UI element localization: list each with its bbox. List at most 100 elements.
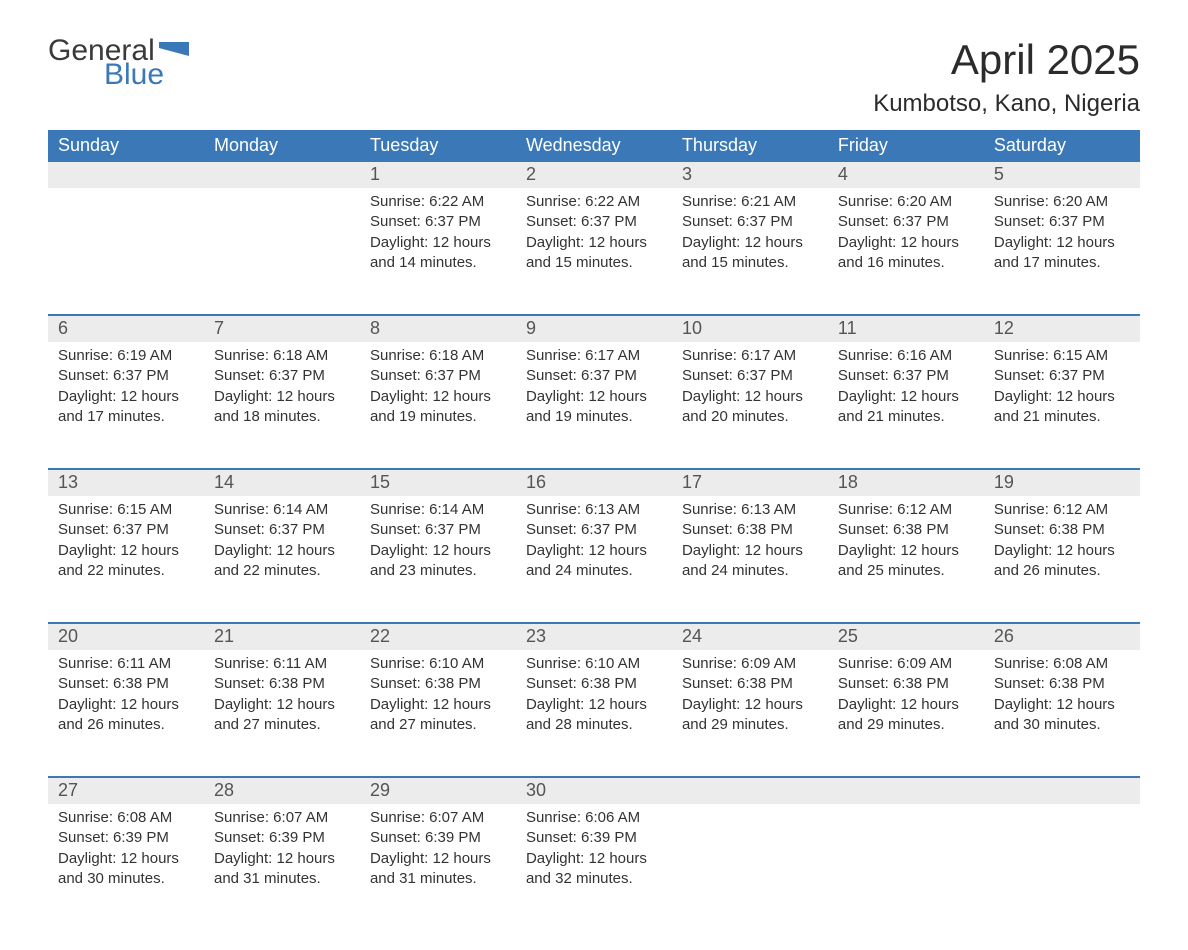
daylight-line2: and 23 minutes. [370,561,506,581]
sunset-text: Sunset: 6:37 PM [682,366,818,386]
daylight-line2: and 29 minutes. [838,715,974,735]
day-number: 24 [672,624,828,650]
day-cell: Sunrise: 6:16 AMSunset: 6:37 PMDaylight:… [828,342,984,452]
daylight-line2: and 27 minutes. [370,715,506,735]
daynum-row: 6789101112 [48,316,1140,342]
sunrise-text: Sunrise: 6:18 AM [370,346,506,366]
sunrise-text: Sunrise: 6:14 AM [214,500,350,520]
day-number: 28 [204,778,360,804]
sunrise-text: Sunrise: 6:22 AM [370,192,506,212]
day-cell: Sunrise: 6:11 AMSunset: 6:38 PMDaylight:… [48,650,204,760]
daylight-line2: and 31 minutes. [370,869,506,889]
sunrise-text: Sunrise: 6:11 AM [214,654,350,674]
daylight-line1: Daylight: 12 hours [838,233,974,253]
weekday-header: Monday [204,130,360,160]
sunset-text: Sunset: 6:38 PM [58,674,194,694]
daylight-line1: Daylight: 12 hours [214,849,350,869]
weekday-header: Tuesday [360,130,516,160]
day-cell: Sunrise: 6:18 AMSunset: 6:37 PMDaylight:… [204,342,360,452]
day-number: 9 [516,316,672,342]
daylight-line1: Daylight: 12 hours [370,387,506,407]
sunset-text: Sunset: 6:37 PM [370,520,506,540]
day-cell: Sunrise: 6:07 AMSunset: 6:39 PMDaylight:… [204,804,360,914]
day-cell [984,804,1140,914]
day-cell: Sunrise: 6:19 AMSunset: 6:37 PMDaylight:… [48,342,204,452]
sunrise-text: Sunrise: 6:15 AM [58,500,194,520]
day-body-row: Sunrise: 6:08 AMSunset: 6:39 PMDaylight:… [48,804,1140,914]
day-number: 6 [48,316,204,342]
sunset-text: Sunset: 6:37 PM [994,212,1130,232]
daylight-line1: Daylight: 12 hours [526,233,662,253]
logo-text-blue: Blue [104,60,189,90]
sunset-text: Sunset: 6:37 PM [526,520,662,540]
daylight-line1: Daylight: 12 hours [58,695,194,715]
sunrise-text: Sunrise: 6:19 AM [58,346,194,366]
daylight-line2: and 20 minutes. [682,407,818,427]
day-cell: Sunrise: 6:10 AMSunset: 6:38 PMDaylight:… [360,650,516,760]
day-cell [48,188,204,298]
sunrise-text: Sunrise: 6:15 AM [994,346,1130,366]
weekday-header-row: SundayMondayTuesdayWednesdayThursdayFrid… [48,130,1140,160]
day-cell: Sunrise: 6:17 AMSunset: 6:37 PMDaylight:… [516,342,672,452]
day-cell: Sunrise: 6:20 AMSunset: 6:37 PMDaylight:… [984,188,1140,298]
daylight-line1: Daylight: 12 hours [526,849,662,869]
day-cell: Sunrise: 6:22 AMSunset: 6:37 PMDaylight:… [516,188,672,298]
day-number: 8 [360,316,516,342]
day-cell: Sunrise: 6:12 AMSunset: 6:38 PMDaylight:… [984,496,1140,606]
daylight-line1: Daylight: 12 hours [994,541,1130,561]
sunrise-text: Sunrise: 6:10 AM [370,654,506,674]
daylight-line2: and 22 minutes. [58,561,194,581]
daylight-line2: and 17 minutes. [58,407,194,427]
calendar: SundayMondayTuesdayWednesdayThursdayFrid… [48,130,1140,914]
daylight-line2: and 22 minutes. [214,561,350,581]
day-cell: Sunrise: 6:15 AMSunset: 6:37 PMDaylight:… [984,342,1140,452]
day-cell [672,804,828,914]
day-number: 29 [360,778,516,804]
daylight-line1: Daylight: 12 hours [370,695,506,715]
daylight-line2: and 28 minutes. [526,715,662,735]
sunset-text: Sunset: 6:38 PM [214,674,350,694]
logo: General Blue [48,36,189,90]
sunset-text: Sunset: 6:38 PM [370,674,506,694]
day-number: 5 [984,162,1140,188]
daylight-line2: and 30 minutes. [58,869,194,889]
sunset-text: Sunset: 6:37 PM [370,366,506,386]
daylight-line1: Daylight: 12 hours [682,695,818,715]
weekday-header: Saturday [984,130,1140,160]
day-number: 15 [360,470,516,496]
sunrise-text: Sunrise: 6:11 AM [58,654,194,674]
sunset-text: Sunset: 6:37 PM [838,212,974,232]
day-cell: Sunrise: 6:06 AMSunset: 6:39 PMDaylight:… [516,804,672,914]
day-cell [828,804,984,914]
daylight-line1: Daylight: 12 hours [526,695,662,715]
day-number: 13 [48,470,204,496]
sunset-text: Sunset: 6:37 PM [214,520,350,540]
daylight-line2: and 21 minutes. [994,407,1130,427]
sunrise-text: Sunrise: 6:21 AM [682,192,818,212]
sunset-text: Sunset: 6:38 PM [994,520,1130,540]
daylight-line2: and 27 minutes. [214,715,350,735]
daylight-line1: Daylight: 12 hours [214,541,350,561]
daylight-line1: Daylight: 12 hours [526,387,662,407]
daylight-line1: Daylight: 12 hours [526,541,662,561]
day-cell: Sunrise: 6:22 AMSunset: 6:37 PMDaylight:… [360,188,516,298]
title-block: April 2025 Kumbotso, Kano, Nigeria [873,36,1140,118]
sunset-text: Sunset: 6:39 PM [370,828,506,848]
day-cell: Sunrise: 6:12 AMSunset: 6:38 PMDaylight:… [828,496,984,606]
day-number: 12 [984,316,1140,342]
sunrise-text: Sunrise: 6:13 AM [526,500,662,520]
daylight-line1: Daylight: 12 hours [370,541,506,561]
sunrise-text: Sunrise: 6:13 AM [682,500,818,520]
day-number: 2 [516,162,672,188]
daylight-line1: Daylight: 12 hours [838,387,974,407]
day-body-row: Sunrise: 6:11 AMSunset: 6:38 PMDaylight:… [48,650,1140,760]
day-number: 16 [516,470,672,496]
sunrise-text: Sunrise: 6:06 AM [526,808,662,828]
sunrise-text: Sunrise: 6:08 AM [58,808,194,828]
sunset-text: Sunset: 6:39 PM [214,828,350,848]
day-number: 25 [828,624,984,650]
daylight-line1: Daylight: 12 hours [682,541,818,561]
daynum-row: 12345 [48,162,1140,188]
day-number [672,778,828,804]
sunrise-text: Sunrise: 6:12 AM [994,500,1130,520]
